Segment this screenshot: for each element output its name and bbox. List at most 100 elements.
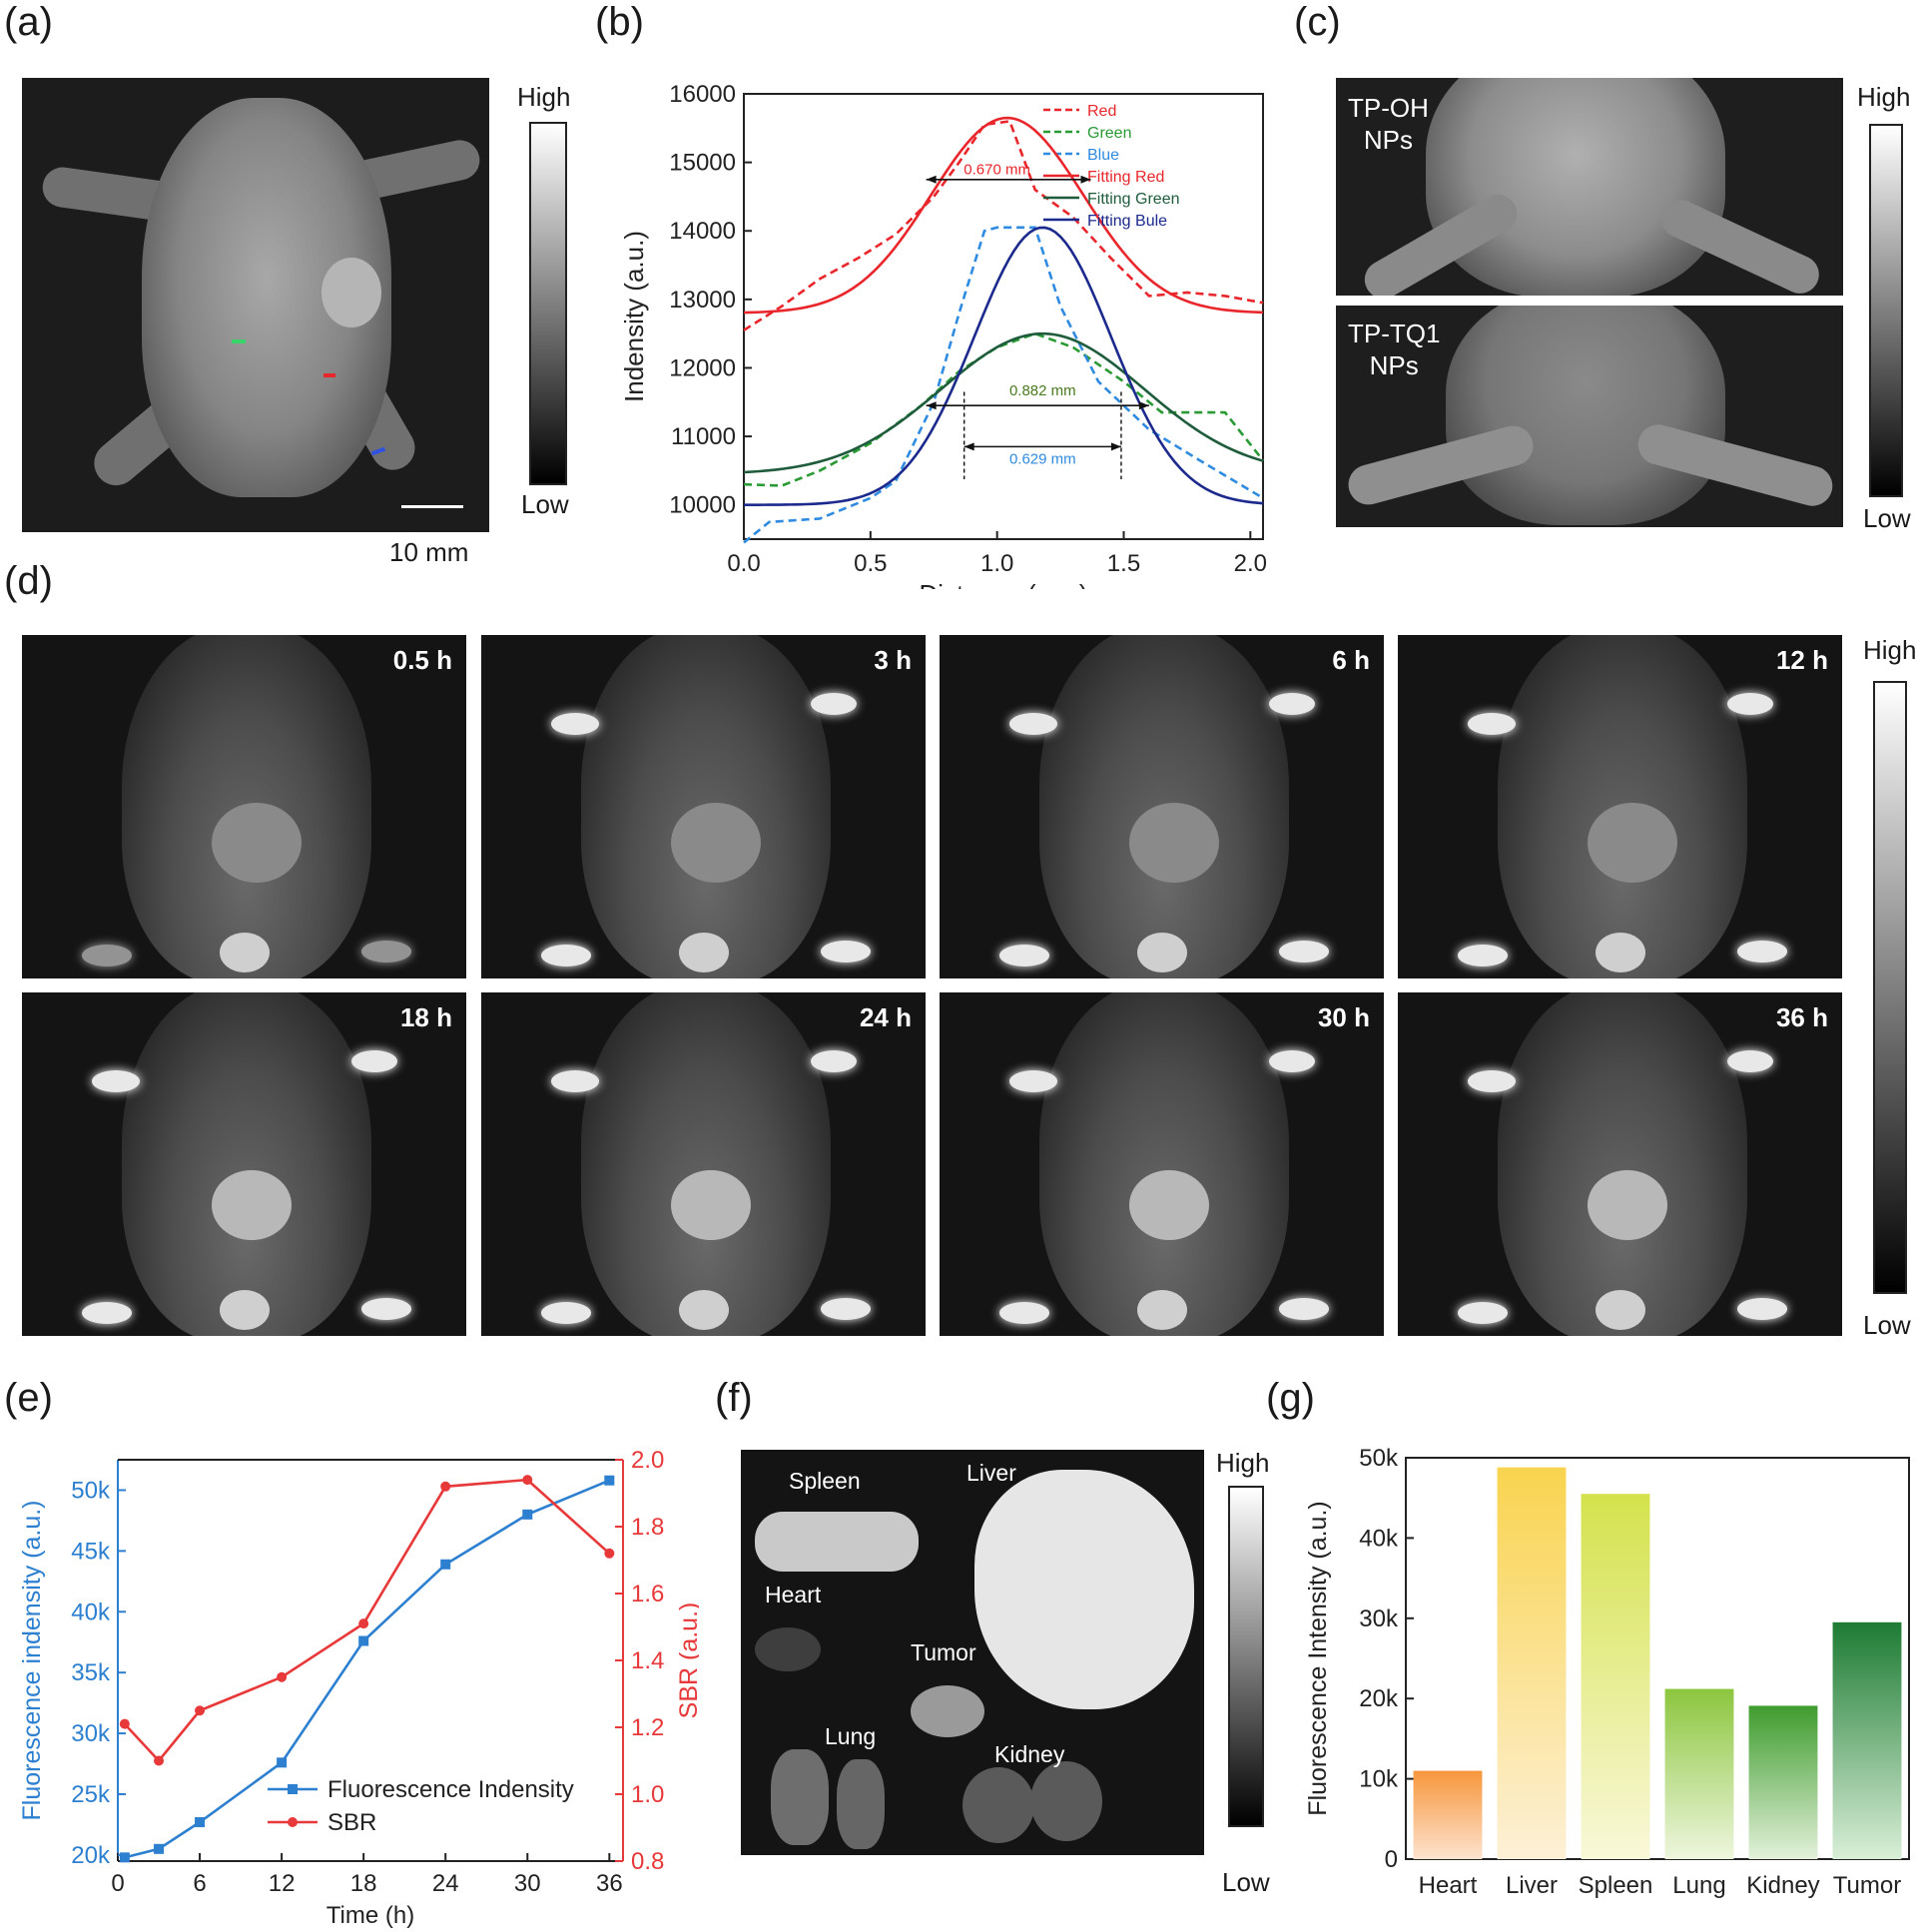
tumor-shape <box>911 1685 984 1737</box>
mouse-body <box>1498 992 1747 1336</box>
x-tick-label: 0.5 <box>854 550 887 577</box>
panel-f-colorbar-high: High <box>1216 1448 1270 1478</box>
tp-oh-label-line1: TP-OH <box>1348 93 1429 123</box>
organ-label-heart: Heart <box>765 1582 822 1608</box>
panel-a-mouse-image <box>22 78 489 532</box>
organ-label-liver: Liver <box>966 1460 1016 1486</box>
red-line-marker <box>323 373 335 377</box>
y-axis-label: Fluorescence indensity (a.u.) <box>18 1501 46 1821</box>
data-point <box>277 1757 288 1768</box>
tumor-glow <box>1588 1170 1667 1240</box>
paw <box>82 1302 132 1324</box>
paw <box>821 1298 871 1320</box>
tail-base-glow <box>220 933 270 972</box>
panel-d-colorbar-high: High <box>1863 635 1917 665</box>
data-point <box>195 1817 206 1828</box>
data-point <box>522 1509 533 1520</box>
tumor-glow <box>212 1170 292 1240</box>
tumor-glow <box>671 1170 751 1240</box>
mouse-frame-6h: 6 h <box>940 635 1384 978</box>
tail-base-glow <box>220 1290 270 1330</box>
bar-tumor <box>1832 1621 1902 1859</box>
time-label: 24 h <box>859 1002 912 1032</box>
x-tick-label: 6 <box>193 1870 206 1897</box>
y-tick-label: 20k <box>71 1842 111 1869</box>
arrow-head-left <box>926 401 937 410</box>
kidney-left-shape <box>962 1767 1034 1843</box>
y-tick-label: 10k <box>1359 1766 1399 1793</box>
panel-d-colorbar <box>1873 681 1907 1294</box>
paw <box>1737 941 1787 963</box>
y-tick-label: 35k <box>71 1659 111 1686</box>
mouse-body <box>122 992 371 1336</box>
paw <box>1458 1302 1508 1324</box>
paw <box>811 693 857 715</box>
y2-tick-label: 1.2 <box>631 1714 664 1741</box>
mouse-body <box>581 992 831 1336</box>
lung-right-shape <box>837 1759 885 1849</box>
time-label: 6 h <box>1332 645 1370 675</box>
tumor-glow <box>1129 803 1219 883</box>
y-tick-label: 10000 <box>669 492 736 519</box>
mouse-frame-36h: 36 h <box>1398 992 1842 1336</box>
spleen-shape <box>755 1512 919 1572</box>
tp-tq1-label-line2: NPs <box>1369 350 1419 380</box>
y2-axis-label: SBR (a.u.) <box>675 1603 699 1719</box>
y-tick-label: 11000 <box>671 423 736 450</box>
tp-tq1-label-line1: TP-TQ1 <box>1348 319 1441 348</box>
series-line-red <box>743 120 1264 331</box>
x-tick-label: 1.0 <box>980 550 1013 577</box>
x-tick-label: 1.5 <box>1107 550 1140 577</box>
mouse-body <box>1039 992 1289 1336</box>
panel-label-c: (c) <box>1294 0 1341 44</box>
series-line-fitting-bule <box>743 226 1264 506</box>
paw <box>999 1302 1049 1324</box>
y-tick-label: 20k <box>1359 1685 1399 1712</box>
paw <box>1009 1070 1057 1092</box>
x-tick-label: 0.0 <box>727 550 760 577</box>
paw <box>82 945 132 966</box>
panel-f-colorbar-low: Low <box>1222 1867 1270 1897</box>
data-point <box>358 1618 369 1629</box>
panel-label-f: (f) <box>715 1376 753 1420</box>
data-point <box>604 1475 615 1486</box>
y-axis-label: Indensity (a.u.) <box>619 231 649 402</box>
tail-base-glow <box>679 933 729 972</box>
arrow-head-right <box>1138 401 1149 410</box>
bar-lung <box>1664 1688 1734 1859</box>
y-tick-label: 12000 <box>669 354 736 381</box>
y2-tick-label: 1.0 <box>631 1781 664 1808</box>
legend-marker <box>288 1784 298 1794</box>
fwhm-label: 0.629 mm <box>1009 451 1076 468</box>
paw <box>821 941 871 963</box>
panel-b-chart: 0.0 0.5 1.0 1.5 2.0 10000 11000 12000 13000 14000… <box>619 81 1267 589</box>
kidney-right-shape <box>1030 1761 1102 1841</box>
data-point <box>604 1548 615 1559</box>
y2-tick-label: 1.8 <box>631 1514 664 1541</box>
legend-label: SBR <box>327 1809 376 1836</box>
paw <box>1269 1050 1315 1072</box>
tumor-glow <box>1129 1170 1209 1240</box>
panel-d-colorbar-low: Low <box>1863 1310 1911 1340</box>
panel-label-d: (d) <box>4 559 53 603</box>
x-axis-label: Time (h) <box>326 1902 414 1929</box>
y-tick-label: 50k <box>71 1477 111 1504</box>
x-axis-label: Distance (mm) <box>919 579 1087 589</box>
series-line-sbr <box>123 1478 611 1763</box>
series-line-fluorescence <box>124 1479 610 1859</box>
paw <box>811 1050 857 1072</box>
mouse-frame-18h: 18 h <box>22 992 466 1336</box>
mouse-frame-30h: 30 h <box>940 992 1384 1336</box>
arrow-head-left <box>963 442 974 451</box>
heart-shape <box>755 1627 821 1671</box>
mouse-frame-12h: 12 h <box>1398 635 1842 978</box>
y-tick-label: 14000 <box>669 218 736 245</box>
x-tick-label: 2.0 <box>1234 550 1267 577</box>
bar-kidney <box>1748 1705 1818 1859</box>
green-line-marker <box>232 339 246 343</box>
legend-label: Fitting Bule <box>1087 213 1167 230</box>
panel-f-colorbar <box>1228 1486 1264 1827</box>
x-tick-label: Spleen <box>1579 1872 1653 1899</box>
panel-label-g: (g) <box>1266 1376 1315 1420</box>
time-label: 18 h <box>399 1002 452 1032</box>
